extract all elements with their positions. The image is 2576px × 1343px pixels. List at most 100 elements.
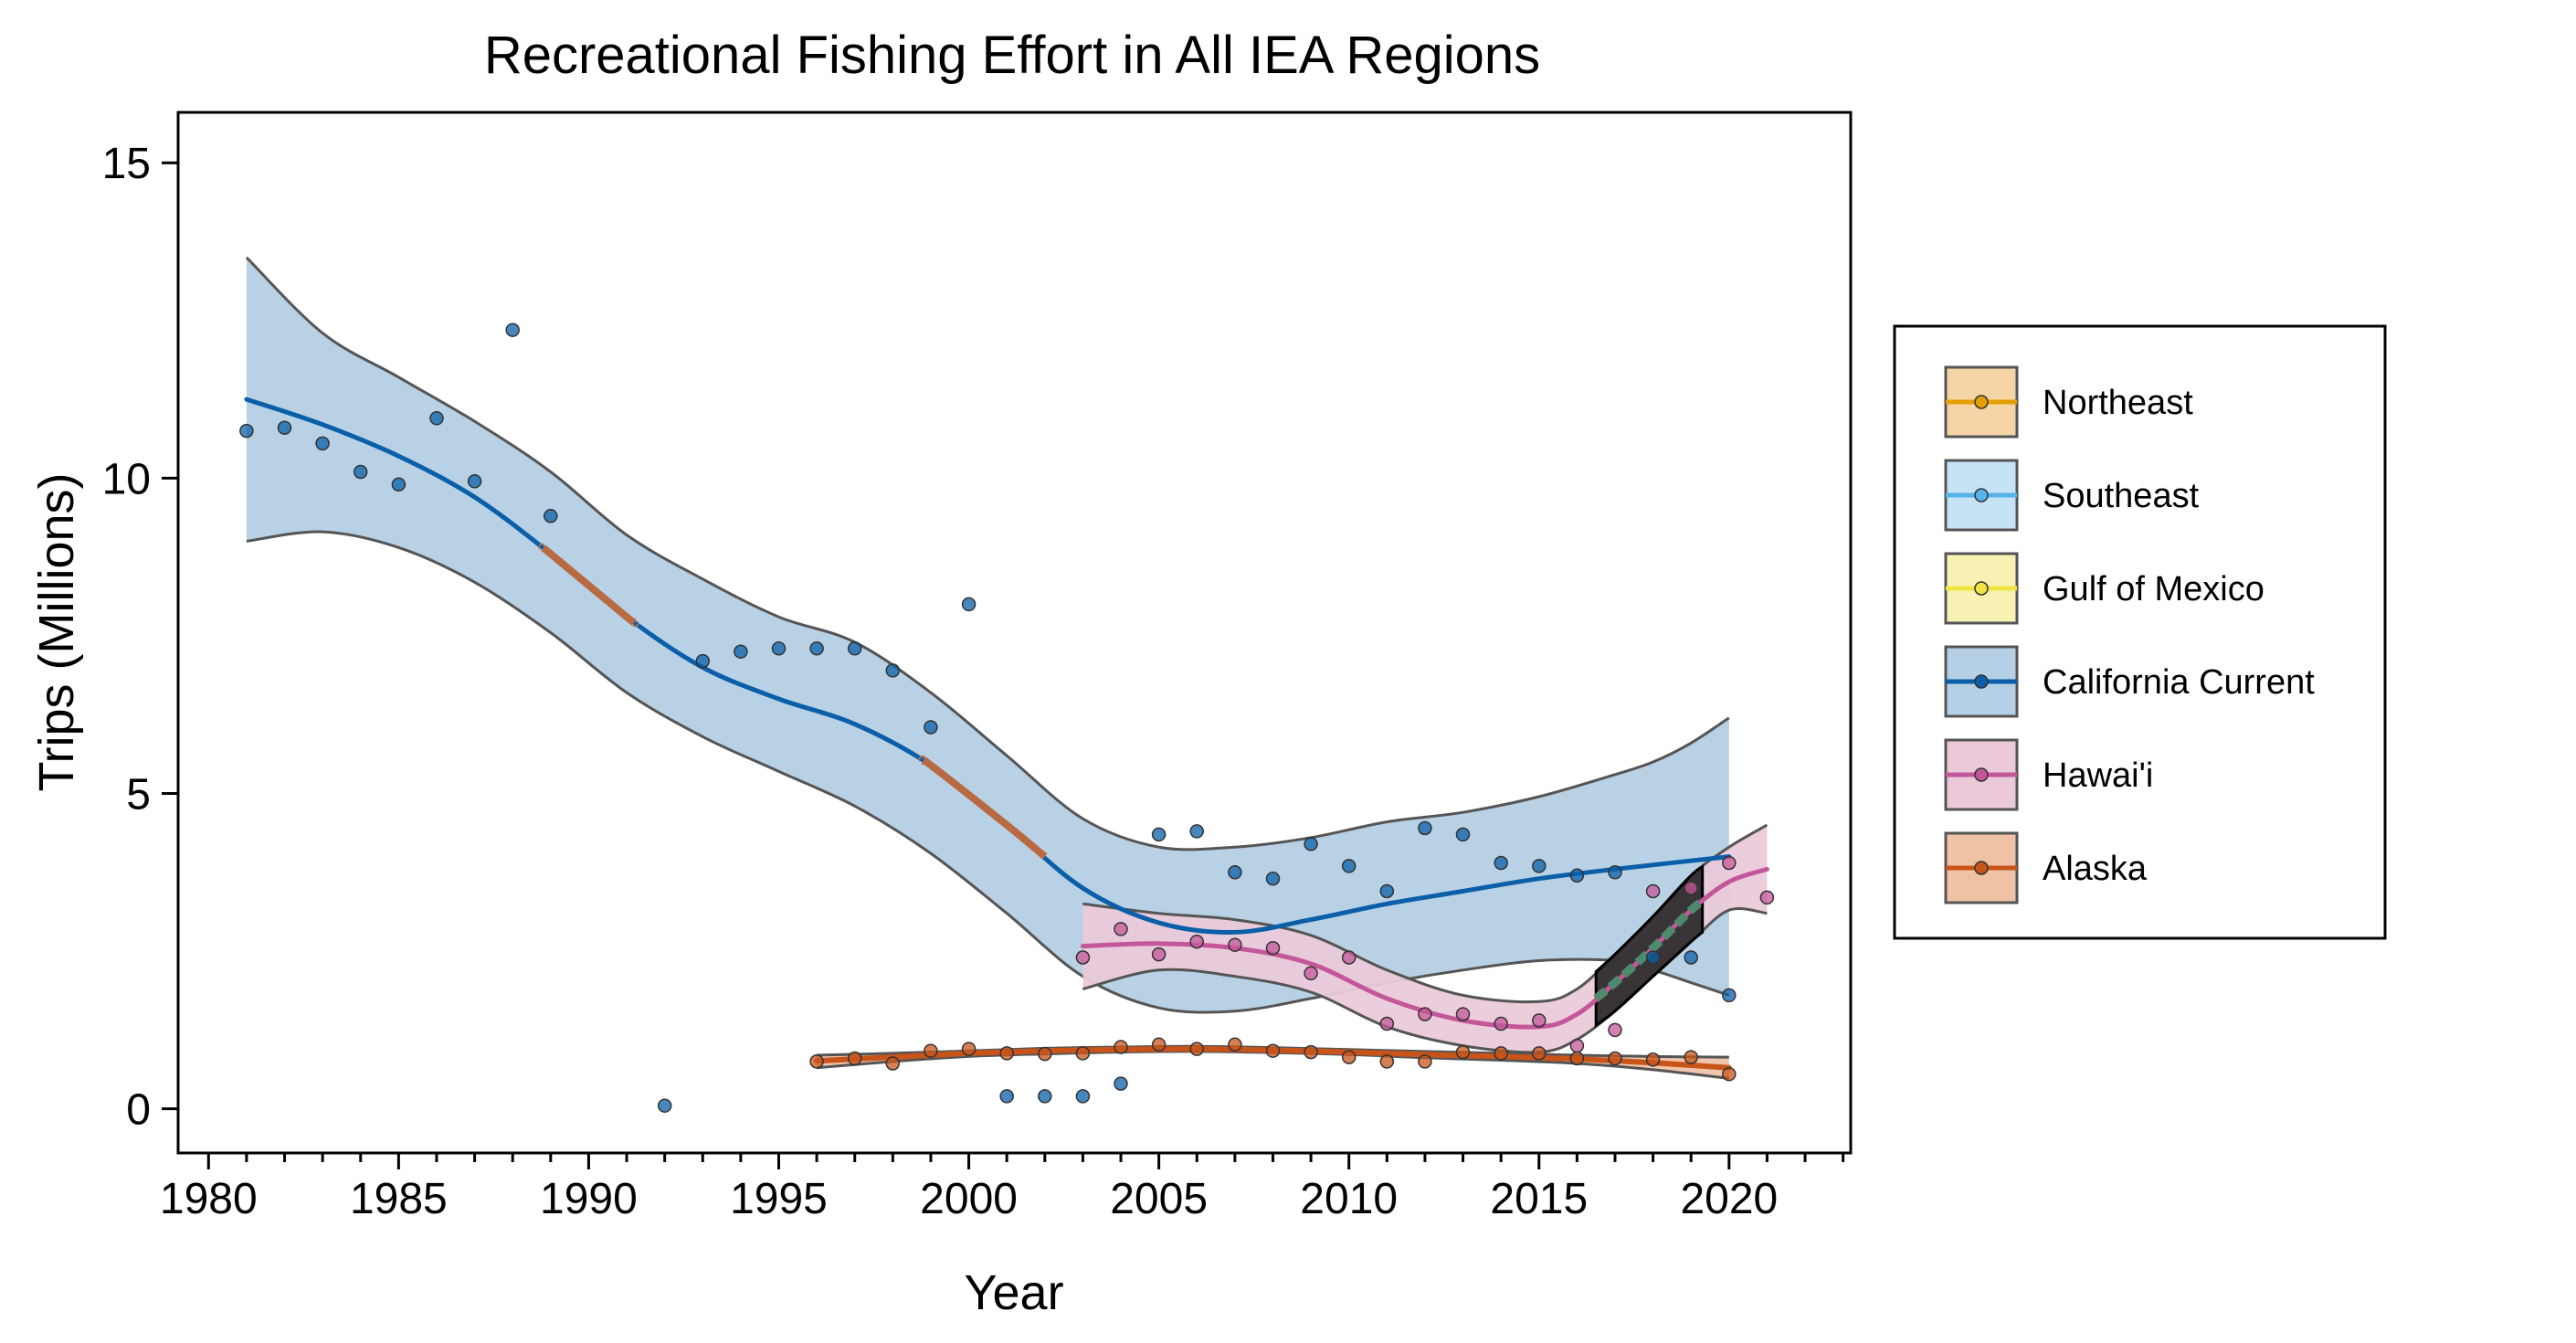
hawai-i-point — [1494, 1016, 1508, 1031]
california-current-point — [1722, 988, 1737, 1003]
california-current-point — [847, 641, 862, 656]
alaska-point — [1151, 1037, 1167, 1052]
california-current-point — [771, 641, 787, 656]
california-current-point — [734, 644, 748, 659]
california-current-point — [1569, 868, 1585, 883]
alaska-point — [1494, 1046, 1508, 1061]
california-current-point — [924, 720, 938, 735]
legend-item-hawai-i: Hawai'i — [1944, 738, 2153, 811]
alaska-point — [1341, 1050, 1357, 1064]
alaska-point — [885, 1056, 901, 1071]
y-axis-title: Trips (Millions) — [29, 473, 84, 792]
california-current-point — [429, 411, 444, 426]
legend-swatch-point — [1974, 395, 1989, 409]
legend-label: Northeast — [2043, 384, 2193, 422]
y-tick-label: 5 — [126, 771, 151, 820]
hawai-i-point — [1455, 1007, 1471, 1021]
legend-swatch-point — [1974, 674, 1989, 689]
california-current-point — [391, 477, 406, 492]
california-current-band-lower — [246, 530, 1730, 1014]
hawai-i-point — [1684, 881, 1698, 895]
california-current-point — [544, 509, 558, 523]
hawai-i-point — [1341, 950, 1357, 965]
california-current-point — [657, 1098, 672, 1113]
data-points — [239, 323, 1775, 1113]
legend-item-gulf-of-mexico: Gulf of Mexico — [1944, 552, 2265, 625]
alaska-point — [961, 1042, 977, 1056]
chart-title: Recreational Fishing Effort in All IEA R… — [484, 26, 1540, 85]
alaska-point — [1608, 1051, 1622, 1066]
california-current-point — [809, 641, 824, 656]
legend-swatch-point — [1974, 488, 1989, 502]
alaska-point — [999, 1046, 1014, 1061]
california-current-point — [1228, 865, 1242, 880]
california-current-band — [246, 257, 1729, 1013]
hawai-i-point — [1151, 946, 1167, 962]
legend-label: Gulf of Mexico — [2043, 570, 2265, 608]
hawai-i-point — [1645, 883, 1661, 899]
trend-lines — [244, 397, 1769, 1071]
alaska-point — [1038, 1046, 1052, 1062]
legend-label: Hawai'i — [2043, 756, 2153, 795]
hawai-i-point — [1532, 1013, 1547, 1028]
plot-frame — [176, 111, 1853, 1155]
hawai-i-point — [1075, 950, 1091, 965]
alaska-point — [1114, 1040, 1128, 1054]
hawai-i-point — [1722, 855, 1737, 871]
hawai-i-point — [1379, 1016, 1395, 1031]
california-current-point — [1418, 820, 1432, 836]
california-current-point — [1494, 855, 1508, 871]
x-axis: 1980 1985 1990 1995 2000 2005 2010 2015 2020 — [160, 1153, 1845, 1223]
california-current-point — [1189, 824, 1204, 839]
hawai-i-point — [1304, 966, 1318, 981]
california-current-point — [1341, 859, 1357, 873]
alaska-point — [1265, 1043, 1281, 1058]
alaska-point — [1075, 1046, 1091, 1061]
alaska-point — [1722, 1066, 1737, 1082]
x-tick-label: 2010 — [1300, 1175, 1398, 1223]
alaska-point — [1379, 1054, 1395, 1069]
california-current-point — [239, 423, 254, 439]
hawai-i-point — [1569, 1038, 1585, 1053]
legend-swatch-point — [1974, 767, 1989, 782]
california-current-band-upper — [245, 256, 1730, 851]
alaska-point — [1189, 1042, 1204, 1056]
alaska-point — [1532, 1046, 1547, 1061]
x-tick-label: 1990 — [540, 1175, 638, 1223]
hawai-i-point — [1228, 937, 1242, 952]
x-tick-label: 2005 — [1110, 1175, 1208, 1223]
hawai-i-trend-highlight — [1593, 898, 1705, 1002]
legend-swatch-point — [1974, 581, 1989, 596]
hawai-i-point — [1418, 1007, 1432, 1021]
x-tick-label: 1995 — [730, 1175, 828, 1223]
legend-item-northeast: Northeast — [1944, 365, 2193, 439]
hawai-i-point — [1265, 940, 1281, 956]
alaska-point — [809, 1054, 824, 1069]
legend-label: California Current — [2043, 663, 2315, 702]
legend-item-southeast: Southeast — [1944, 459, 2200, 532]
california-current-point — [277, 420, 292, 435]
california-current-point — [999, 1089, 1014, 1104]
alaska-point — [1684, 1050, 1698, 1064]
alaska-point — [1455, 1044, 1471, 1060]
alaska-point — [1645, 1052, 1661, 1067]
legend-label: Southeast — [2043, 477, 2200, 515]
california-current-point — [961, 597, 977, 612]
alaska-point — [924, 1043, 938, 1058]
california-current-point — [1265, 871, 1281, 886]
california-current-point — [695, 653, 711, 669]
legend-swatch-point — [1974, 861, 1989, 875]
california-current-point — [467, 474, 482, 489]
hawai-i-point — [1759, 890, 1775, 905]
california-current-point — [505, 323, 520, 337]
california-current-point — [1304, 837, 1318, 851]
california-current-point — [1608, 865, 1622, 880]
legend-item-california-current: California Current — [1944, 645, 2315, 718]
legend-label: Alaska — [2043, 850, 2148, 888]
california-current-point — [1455, 827, 1471, 842]
x-axis-title: Year — [964, 1265, 1063, 1320]
y-tick-label: 15 — [102, 140, 151, 188]
legend-item-alaska: Alaska — [1944, 831, 2148, 904]
california-current-point — [1532, 859, 1547, 873]
